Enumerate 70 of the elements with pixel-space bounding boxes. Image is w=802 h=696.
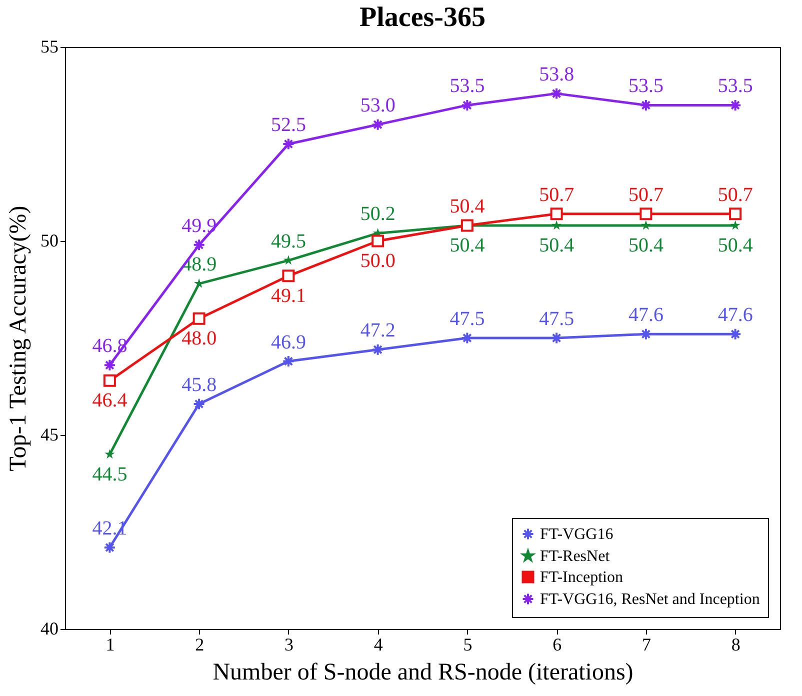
data-label: 47.6 (718, 304, 753, 326)
point (372, 234, 384, 248)
y-tick-label: 40 (40, 618, 58, 638)
x-tick-label: 1 (106, 634, 115, 654)
data-label: 53.5 (450, 75, 485, 98)
data-label: 50.4 (718, 234, 753, 256)
x-tick-label: 8 (731, 634, 740, 654)
data-label: 53.5 (628, 75, 664, 98)
point (460, 98, 474, 112)
data-label: 52.5 (270, 114, 306, 136)
point (730, 220, 740, 230)
y-tick-label: 50 (40, 230, 58, 250)
data-label: 50.7 (718, 184, 753, 206)
data-label: 50.0 (360, 250, 396, 272)
point (282, 355, 295, 368)
legend-label: FT-Inception (540, 569, 623, 586)
x-axis-title: Number of S-node and RS-node (iterations) (212, 660, 634, 686)
y-axis-title: Top-1 Testing Accuracy(%) (6, 206, 32, 472)
data-label: 48.0 (182, 328, 217, 350)
data-label: 45.8 (182, 374, 217, 396)
point (282, 138, 295, 150)
data-label: 47.2 (360, 320, 396, 342)
legend-label: FT-VGG16, ResNet and Inception (540, 591, 760, 608)
point (103, 358, 116, 372)
point (103, 374, 116, 387)
y-tick-label: 55 (40, 36, 58, 56)
legend-label: FT-ResNet (540, 548, 610, 565)
x-tick-label: 3 (284, 634, 294, 654)
chart-title: Places-365 (360, 2, 486, 33)
point (640, 220, 651, 230)
point (192, 398, 206, 410)
data-label: 50.4 (450, 234, 485, 256)
point (103, 541, 116, 554)
legend-label: FT-VGG16 (540, 526, 614, 543)
data-label: 44.5 (92, 463, 128, 486)
point (729, 328, 742, 340)
point (372, 118, 384, 131)
data-label: 50.4 (628, 234, 664, 256)
data-label: 49.5 (270, 230, 306, 252)
data-label: 47.5 (450, 308, 485, 330)
point (192, 238, 206, 252)
point (550, 87, 563, 100)
data-label: 50.2 (360, 203, 396, 226)
y-tick-label: 45 (40, 424, 58, 444)
point (282, 270, 295, 282)
x-tick-label: 7 (642, 634, 651, 654)
point (192, 312, 206, 325)
data-label: 53.0 (360, 94, 396, 117)
data-label: 47.6 (628, 304, 664, 326)
point (640, 208, 652, 220)
data-label: 50.4 (450, 195, 485, 218)
point (372, 343, 384, 356)
x-tick-label: 2 (195, 634, 204, 654)
point (729, 208, 742, 220)
x-tick-label: 6 (552, 634, 562, 654)
point (640, 328, 652, 340)
point (550, 208, 563, 220)
data-label: 49.1 (270, 284, 306, 307)
data-label: 50.4 (539, 234, 574, 256)
data-label: 46.4 (92, 390, 128, 412)
point (104, 449, 115, 459)
data-label: 47.5 (539, 308, 574, 330)
data-label: 50.7 (539, 184, 574, 206)
data-label: 50.7 (628, 184, 664, 206)
data-label: 46.9 (270, 331, 306, 354)
data-label: 53.5 (718, 75, 753, 98)
x-tick-label: 4 (374, 634, 383, 654)
x-tick-label: 5 (463, 634, 472, 654)
point (552, 220, 562, 230)
data-label: 53.8 (539, 64, 574, 86)
